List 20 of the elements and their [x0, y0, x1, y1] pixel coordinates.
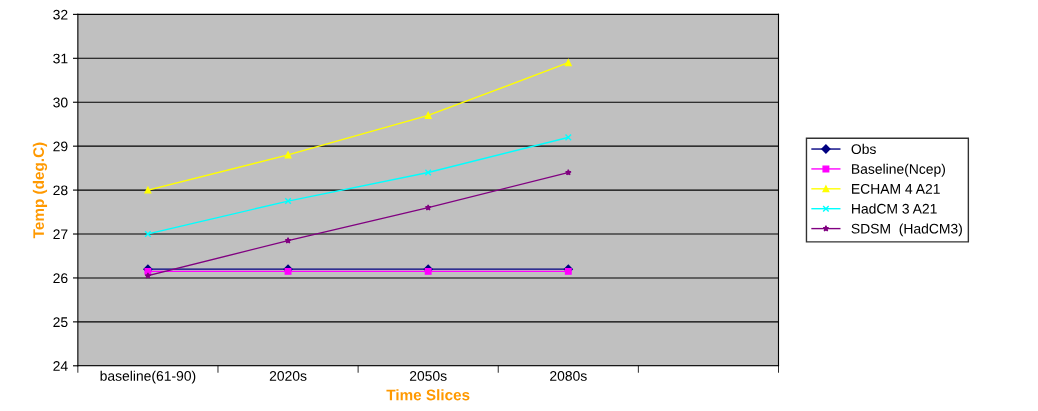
- legend-label: ECHAM 4 A21: [852, 183, 940, 194]
- y-tick-label: 31: [53, 53, 68, 64]
- legend-label: HadCM 3 A21: [852, 203, 937, 214]
- x-tick-label: baseline(61-90): [100, 370, 196, 384]
- y-tick-label: 25: [53, 317, 68, 328]
- x-tick-label: 2050s: [409, 371, 447, 381]
- y-tick-label: 28: [53, 185, 68, 196]
- y-tick-label: 29: [53, 141, 68, 152]
- y-axis-title: Temp (deg.C): [32, 142, 48, 239]
- legend-label: Obs: [851, 143, 876, 155]
- y-tick-label: 26: [53, 273, 68, 284]
- y-tick-label: 30: [53, 97, 68, 108]
- legend-label: Baseline(Ncep): [852, 163, 945, 177]
- y-tick-label: 32: [53, 9, 68, 20]
- x-tick-label: 2020s: [269, 371, 307, 381]
- legend-label: SDSM (HadCM3): [851, 223, 962, 237]
- y-tick-label: 27: [53, 229, 68, 240]
- x-axis-title: Time Slices: [386, 389, 470, 401]
- y-tick-label: 24: [53, 361, 68, 371]
- x-tick-label: 2080s: [550, 371, 587, 381]
